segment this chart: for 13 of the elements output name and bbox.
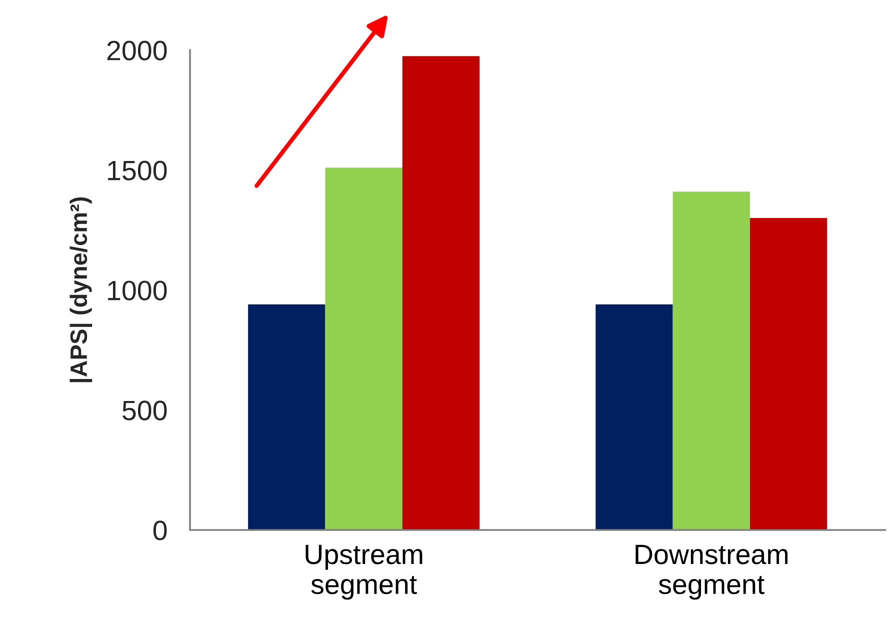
bar <box>596 304 673 530</box>
bar <box>672 192 750 530</box>
y-tick-label: 1000 <box>108 280 167 300</box>
y-axis-title: |APS| (dyne/cm²) <box>70 197 92 382</box>
bar <box>402 56 480 530</box>
y-tick-label: 1500 <box>108 160 167 180</box>
bar <box>750 218 828 530</box>
y-tick-label: 2000 <box>107 40 167 60</box>
y-tick-label: 0 <box>153 520 167 540</box>
x-tick-label: Upstream segment <box>306 544 422 600</box>
x-tick-label: Downstream segment <box>636 544 788 600</box>
y-tick-label: 500 <box>122 400 167 420</box>
bar <box>248 304 326 530</box>
